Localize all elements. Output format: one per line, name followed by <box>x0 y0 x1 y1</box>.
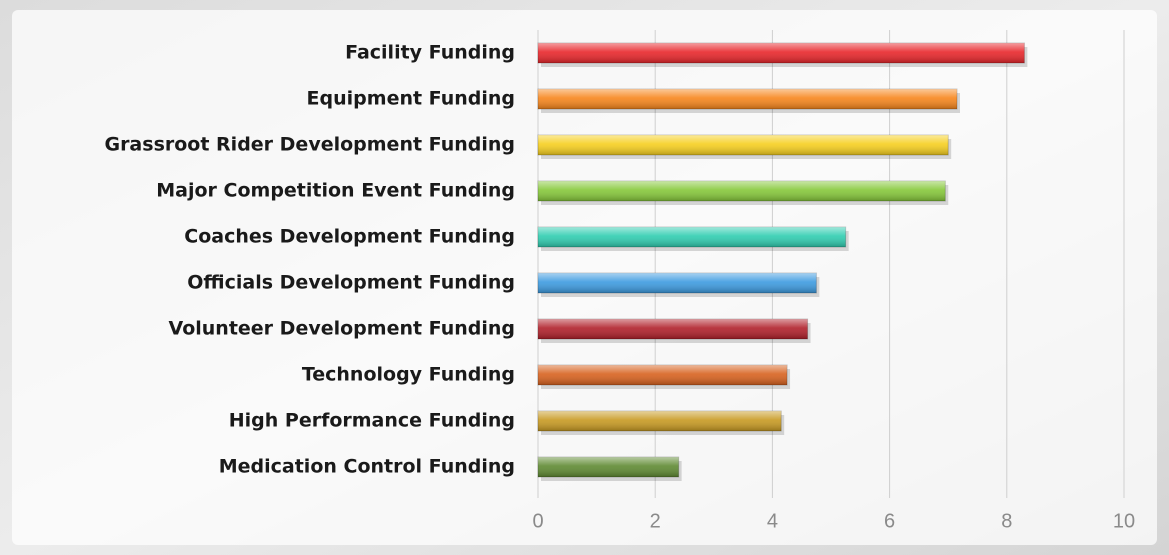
y-tick-label: Grassroot Rider Development Funding <box>104 134 515 156</box>
bar-shine <box>538 89 957 109</box>
x-tick-label: 2 <box>650 510 661 532</box>
x-tick-label: 6 <box>884 510 895 532</box>
x-tick-label: 10 <box>1113 510 1135 532</box>
bar-shine <box>538 227 846 247</box>
bar-shine <box>538 273 817 293</box>
bar-shine <box>538 135 949 155</box>
bar-shine <box>538 365 788 385</box>
bar-shine <box>538 319 808 339</box>
y-tick-label: Equipment Funding <box>307 88 515 110</box>
y-tick-label: Volunteer Development Funding <box>169 318 515 340</box>
y-tick-label: Technology Funding <box>302 364 515 386</box>
x-tick-label: 0 <box>532 510 543 532</box>
y-tick-label: Major Competition Event Funding <box>156 180 515 202</box>
bar-shine <box>538 411 782 431</box>
x-tick-label: 4 <box>767 510 778 532</box>
bar-shine <box>538 457 679 477</box>
y-tick-label: Coaches Development Funding <box>184 226 515 248</box>
y-tick-label: Facility Funding <box>345 42 515 64</box>
y-tick-label: Medication Control Funding <box>219 456 515 478</box>
bar-shine <box>538 43 1025 63</box>
y-tick-label: High Performance Funding <box>229 410 515 432</box>
x-tick-label: 8 <box>1001 510 1012 532</box>
bar-shine <box>538 181 946 201</box>
y-tick-label: Officials Development Funding <box>187 272 515 294</box>
